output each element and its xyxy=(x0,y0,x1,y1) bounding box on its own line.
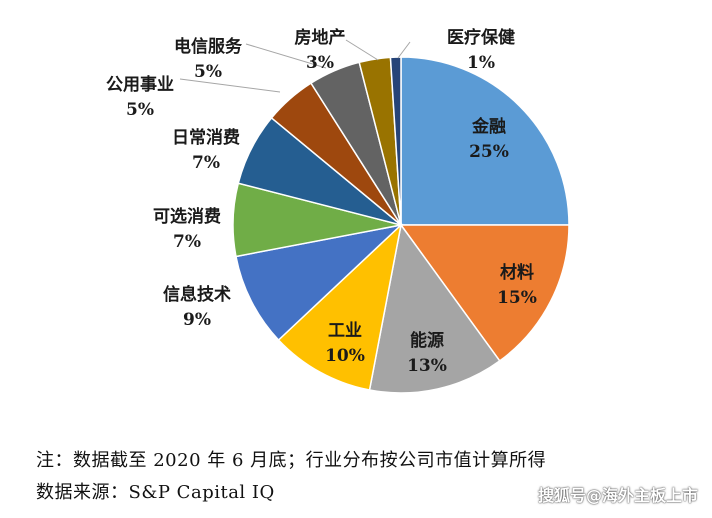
slice-value-2: 15% xyxy=(497,288,537,308)
leader-line-11 xyxy=(397,41,411,59)
leader-line-9 xyxy=(245,43,327,69)
leader-line-8 xyxy=(179,78,281,93)
slice-label-1: 金融 xyxy=(471,116,506,137)
slice-label-9: 电信服务 xyxy=(174,36,243,57)
pie-slice-2 xyxy=(399,224,570,362)
footnote: 注：数据截至 2020 年 6 月底；行业分布按公司市值计算所得 xyxy=(36,450,547,471)
pie-slice-5 xyxy=(235,223,404,342)
slice-label-3: 能源 xyxy=(410,330,444,351)
pie-chart: 金融 25% 材料 15% 能源 13% 工业 10% 信息技术 9% 可选消费 7% 日常消费 7% 公用… xyxy=(106,27,570,394)
slice-value-7: 7% xyxy=(192,153,220,173)
slice-label-4: 工业 xyxy=(328,321,362,341)
slice-labels: 金融 25% 材料 15% 能源 13% 工业 10% 信息技术 9% 可选消费 7% 日常消费 7% 公用… xyxy=(106,27,537,376)
slice-label-5: 信息技术 xyxy=(163,284,231,305)
pie-slice-1 xyxy=(400,56,570,226)
slice-value-3: 13% xyxy=(407,356,447,376)
slice-label-7: 日常消费 xyxy=(172,127,240,148)
slice-value-11: 1% xyxy=(467,53,495,73)
slice-value-4: 10% xyxy=(325,346,365,366)
leader-line-10 xyxy=(345,39,379,61)
slice-value-1: 25% xyxy=(469,142,509,162)
slice-label-10: 房地产 xyxy=(295,27,346,48)
slice-value-10: 3% xyxy=(306,53,334,73)
data-source: 数据来源：S&P Capital IQ xyxy=(36,482,275,503)
slice-label-6: 可选消费 xyxy=(153,206,221,227)
leader-lines xyxy=(179,39,411,93)
slice-value-9: 5% xyxy=(194,62,222,82)
slice-label-2: 材料 xyxy=(500,262,534,283)
pie-slice-3 xyxy=(368,223,501,394)
slice-value-6: 7% xyxy=(173,232,201,252)
slice-label-11: 医疗保健 xyxy=(447,27,515,48)
slice-value-5: 9% xyxy=(183,310,211,330)
slice-value-8: 5% xyxy=(126,100,154,120)
pie-slices xyxy=(232,56,570,394)
pie-slice-4 xyxy=(277,222,403,391)
watermark: 搜狐号@海外主板上市 xyxy=(537,486,698,505)
slice-label-8: 公用事业 xyxy=(106,75,174,95)
pie-slice-11 xyxy=(389,56,402,226)
